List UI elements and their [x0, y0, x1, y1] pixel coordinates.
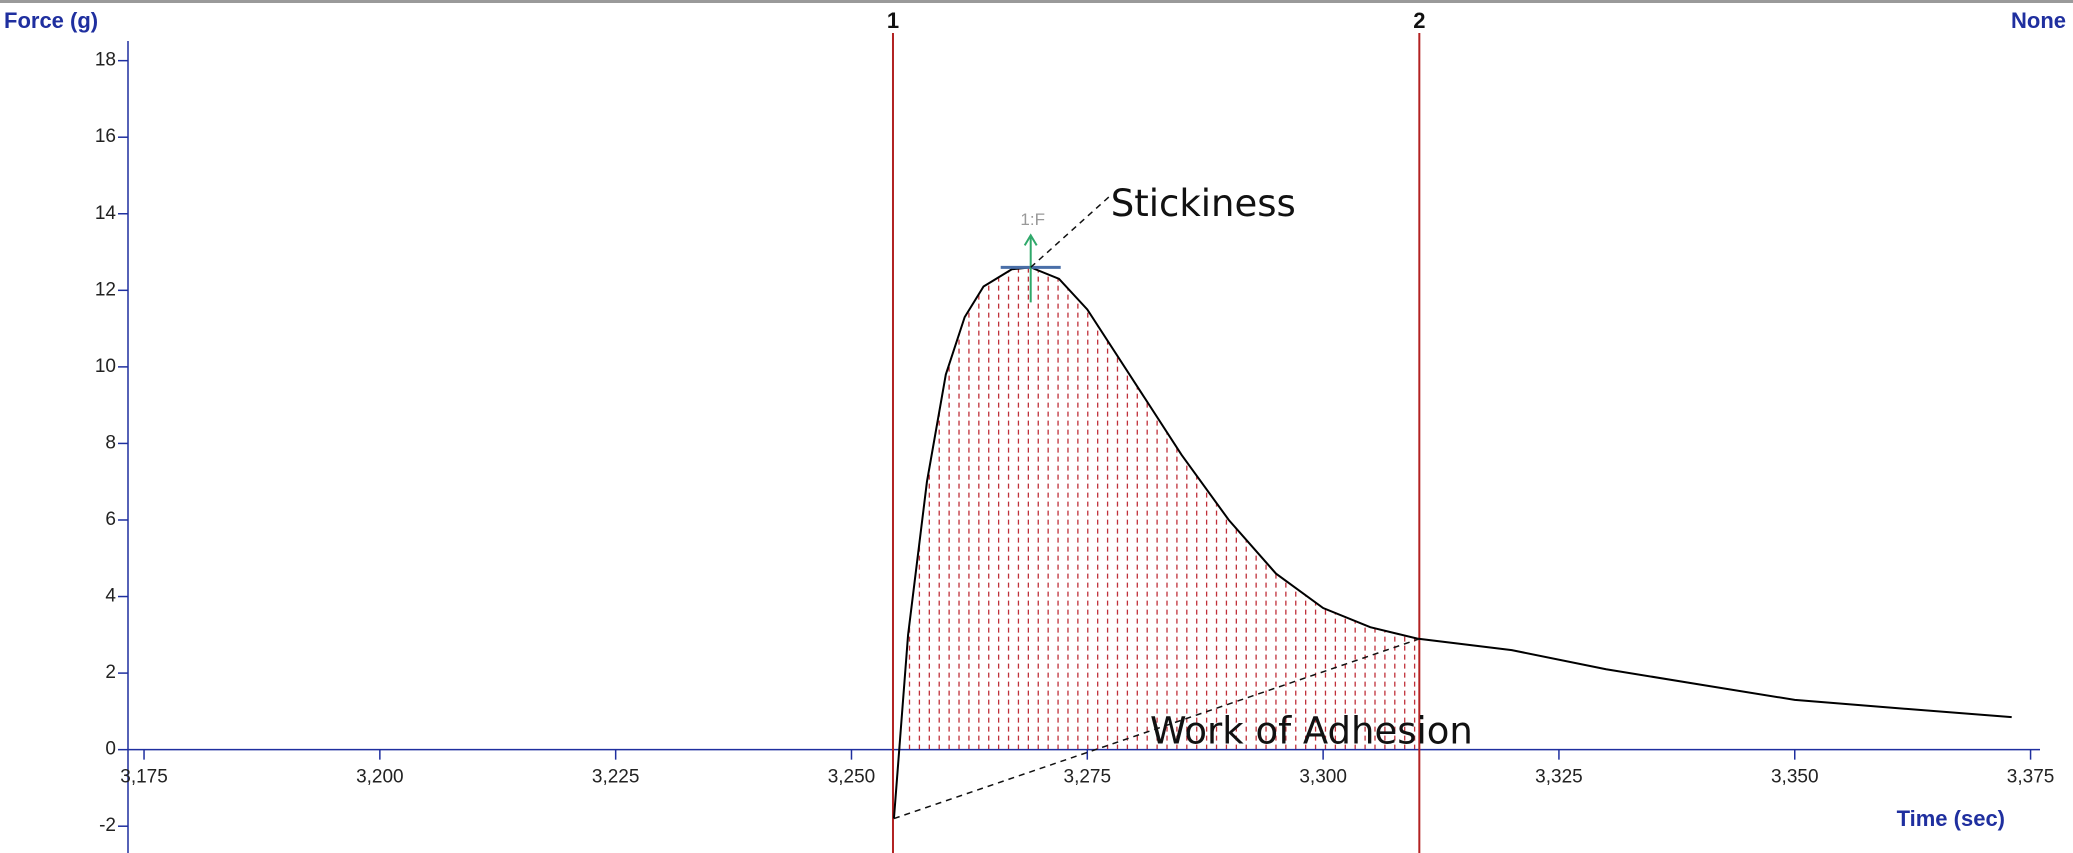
x-tick-label: 3,250	[828, 767, 876, 788]
x-tick-label: 3,375	[2007, 767, 2055, 788]
y-tick-label: 4	[105, 586, 116, 607]
peak-arrowhead	[1023, 233, 1038, 246]
area-annotation: Work of Adhesion	[1150, 710, 1473, 753]
cursor-label: 1	[887, 8, 899, 33]
x-tick-label: 3,200	[356, 767, 404, 788]
y-tick-label: 10	[95, 356, 116, 377]
cursor-label: 2	[1413, 8, 1425, 33]
x-tick-label: 3,225	[592, 767, 640, 788]
y-tick-label: -2	[99, 815, 116, 836]
y-tick-label: 14	[95, 203, 117, 224]
x-tick-label: 3,350	[1771, 767, 1819, 788]
y-tick-label: 0	[105, 739, 116, 760]
top-right-label: None	[2011, 8, 2066, 33]
x-tick-label: 3,275	[1064, 767, 1112, 788]
peak-leader	[1030, 194, 1112, 268]
x-tick-label: 3,300	[1299, 767, 1347, 788]
peak-label: 1:F	[1020, 210, 1045, 229]
y-tick-label: 2	[105, 662, 116, 683]
area-leader	[893, 638, 1420, 820]
peak-annotation: Stickiness	[1111, 182, 1296, 225]
force-curve	[892, 266, 2012, 819]
y-tick-label: 16	[95, 126, 116, 147]
y-tick-label: 12	[95, 279, 116, 300]
top-frame	[0, 0, 2073, 3]
x-tick-label: 3,175	[120, 767, 168, 788]
x-tick-label: 3,325	[1535, 767, 1583, 788]
x-axis-label: Time (sec)	[1897, 806, 2005, 831]
y-axis-label: Force (g)	[4, 8, 98, 33]
y-tick-label: 6	[105, 509, 116, 530]
y-tick-label: 18	[95, 50, 116, 71]
y-tick-label: 8	[105, 432, 116, 453]
